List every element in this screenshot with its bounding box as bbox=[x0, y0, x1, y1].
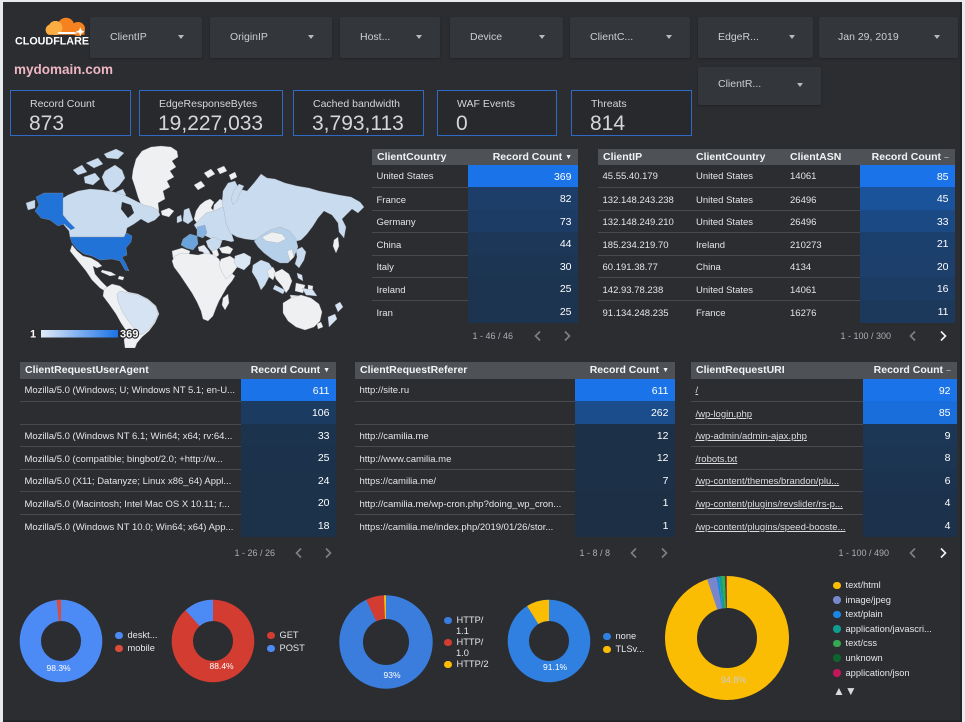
svg-text:CLOUDFLARE: CLOUDFLARE bbox=[15, 36, 89, 47]
svg-text:1: 1 bbox=[30, 328, 36, 340]
svg-text:369: 369 bbox=[120, 328, 138, 340]
